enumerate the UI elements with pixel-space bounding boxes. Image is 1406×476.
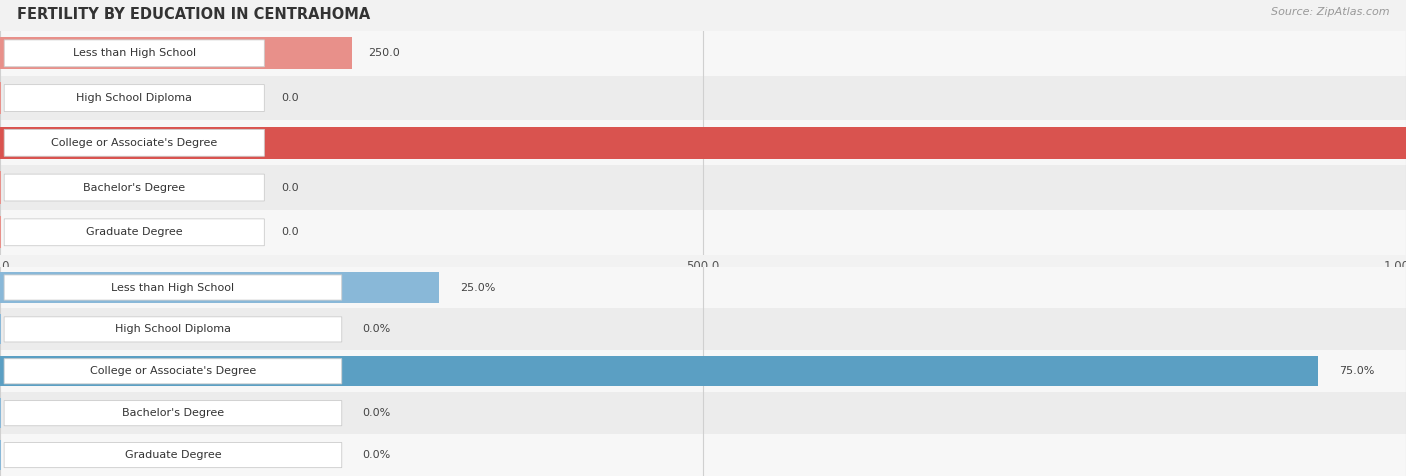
Bar bbox=[0, 392, 1406, 434]
Text: 25.0%: 25.0% bbox=[461, 282, 496, 293]
Text: 0.0%: 0.0% bbox=[363, 324, 391, 335]
Bar bbox=[0, 171, 1, 204]
FancyBboxPatch shape bbox=[4, 174, 264, 201]
Bar bbox=[0, 165, 1406, 210]
Bar bbox=[0, 210, 1406, 255]
FancyBboxPatch shape bbox=[4, 129, 264, 156]
Text: 0.0%: 0.0% bbox=[363, 408, 391, 418]
Text: Bachelor's Degree: Bachelor's Degree bbox=[122, 408, 224, 418]
FancyBboxPatch shape bbox=[4, 40, 264, 67]
Text: FERTILITY BY EDUCATION IN CENTRAHOMA: FERTILITY BY EDUCATION IN CENTRAHOMA bbox=[17, 7, 370, 22]
Bar bbox=[0, 267, 1406, 308]
Bar bbox=[0, 314, 1, 345]
Text: 0.0%: 0.0% bbox=[363, 450, 391, 460]
Text: 75.0%: 75.0% bbox=[1339, 366, 1375, 377]
FancyBboxPatch shape bbox=[4, 275, 342, 300]
Bar bbox=[0, 76, 1406, 120]
Bar bbox=[0, 356, 1319, 387]
FancyBboxPatch shape bbox=[4, 359, 342, 384]
FancyBboxPatch shape bbox=[4, 85, 264, 111]
Bar bbox=[0, 434, 1406, 476]
Bar bbox=[0, 308, 1406, 350]
Text: Less than High School: Less than High School bbox=[111, 282, 235, 293]
Bar bbox=[0, 82, 1, 114]
Bar bbox=[0, 216, 1, 248]
FancyBboxPatch shape bbox=[4, 317, 342, 342]
Text: Less than High School: Less than High School bbox=[73, 48, 195, 59]
Bar bbox=[0, 120, 1406, 165]
Text: Bachelor's Degree: Bachelor's Degree bbox=[83, 182, 186, 193]
Bar bbox=[0, 398, 1, 428]
Text: High School Diploma: High School Diploma bbox=[76, 93, 193, 103]
Text: 0.0: 0.0 bbox=[281, 227, 299, 238]
Text: 250.0: 250.0 bbox=[368, 48, 401, 59]
Text: 0.0: 0.0 bbox=[281, 93, 299, 103]
Text: Source: ZipAtlas.com: Source: ZipAtlas.com bbox=[1271, 7, 1389, 17]
Text: Graduate Degree: Graduate Degree bbox=[125, 450, 221, 460]
FancyBboxPatch shape bbox=[4, 401, 342, 426]
Bar bbox=[0, 31, 1406, 76]
Bar bbox=[0, 272, 439, 303]
Text: College or Associate's Degree: College or Associate's Degree bbox=[90, 366, 256, 377]
Text: Graduate Degree: Graduate Degree bbox=[86, 227, 183, 238]
Bar bbox=[0, 127, 1406, 159]
Text: High School Diploma: High School Diploma bbox=[115, 324, 231, 335]
Bar bbox=[0, 440, 1, 470]
Bar bbox=[0, 37, 352, 69]
FancyBboxPatch shape bbox=[4, 443, 342, 467]
Bar bbox=[0, 350, 1406, 392]
FancyBboxPatch shape bbox=[4, 219, 264, 246]
Text: College or Associate's Degree: College or Associate's Degree bbox=[51, 138, 218, 148]
Text: 0.0: 0.0 bbox=[281, 182, 299, 193]
